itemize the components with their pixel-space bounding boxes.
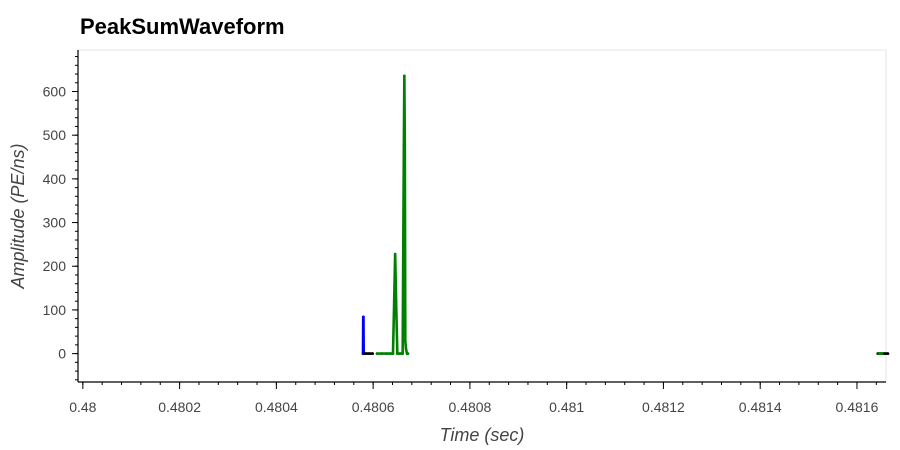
- data-point: [380, 352, 384, 355]
- data-point: [404, 340, 407, 343]
- data-point: [391, 352, 395, 355]
- y-tick-label: 200: [43, 258, 67, 274]
- data-point: [396, 352, 399, 355]
- y-tick-label: 300: [43, 215, 67, 231]
- x-tick-label: 0.4812: [642, 399, 685, 415]
- data-point: [406, 352, 410, 355]
- data-point: [404, 347, 408, 351]
- data-point: [883, 352, 886, 355]
- x-tick-label: 0.4804: [255, 399, 298, 415]
- y-tick-label: 500: [43, 127, 67, 143]
- y-tick-label: 600: [43, 84, 67, 100]
- series-line-0: [361, 315, 366, 355]
- axis-layer: 0.48 0.4802 0.4804 0.4806 0.4808 0.481 0.4812 0…: [43, 50, 886, 415]
- chart-title: PeakSumWaveform: [80, 14, 285, 39]
- data-point: [877, 352, 881, 355]
- data-point: [880, 352, 884, 355]
- data-point: [403, 143, 407, 147]
- x-tick-label: 0.481: [549, 399, 584, 415]
- y-axis-title: Amplitude (PE/ns): [8, 143, 28, 289]
- x-tick-label: 0.4816: [836, 399, 879, 415]
- data-point: [403, 74, 406, 78]
- data-point: [362, 315, 365, 319]
- data-point: [362, 352, 366, 355]
- series-layer: [361, 74, 890, 355]
- data-point: [375, 352, 379, 355]
- data-point: [389, 352, 392, 355]
- x-tick-label: 0.48: [69, 399, 96, 415]
- data-point: [401, 352, 404, 355]
- data-point: [393, 252, 397, 256]
- plot-frame: [77, 49, 887, 383]
- data-point: [371, 352, 374, 355]
- data-point: [886, 352, 890, 355]
- data-point: [385, 352, 388, 355]
- data-point: [392, 299, 396, 303]
- data-point: [365, 352, 368, 355]
- x-tick-label: 0.4808: [448, 399, 491, 415]
- x-tick-label: 0.4806: [352, 399, 395, 415]
- y-tick-label: 400: [43, 171, 67, 187]
- x-tick-label: 0.4802: [158, 399, 201, 415]
- y-tick-label: 0: [58, 346, 66, 362]
- data-point: [397, 352, 401, 355]
- data-point: [367, 352, 371, 355]
- x-tick-label: 0.4814: [739, 399, 782, 415]
- y-tick-label: 100: [43, 302, 67, 318]
- x-axis-title: Time (sec): [440, 425, 525, 445]
- data-point: [394, 299, 398, 303]
